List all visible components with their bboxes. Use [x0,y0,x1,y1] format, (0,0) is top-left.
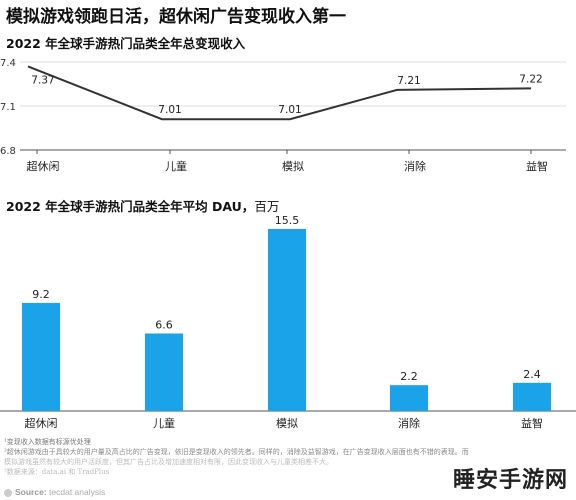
line-y-tick-label: 7.4 [0,58,16,69]
line-data-label: 7.01 [158,104,181,116]
source-logo-icon [4,489,12,497]
line-chart: 7.4 7.1 6.8 超休闲 儿童 模拟 消除 益智 7.37 7.01 7.01 7.21 7.22 [0,58,566,173]
bar-chart: 9.2 超休闲 6.6 儿童 15.5 模拟 2.2 消除 2.4 益智 [0,214,576,430]
site-watermark: 睡安手游网 [450,462,570,494]
line-y-tick-label: 7.1 [0,102,16,113]
source-label: Source: [15,487,47,497]
bar [268,229,306,411]
line-data-label: 7.21 [397,75,420,87]
bar-x-tick-label: 消除 [398,416,420,430]
bar [513,382,551,411]
line-chart-title: 2022 年全球手游热门品类全年总变现收入 [6,36,246,51]
bar-x-tick-label: 益智 [521,416,543,430]
source-line: Source: tecdat analysis [15,487,105,497]
bar-x-tick-label: 模拟 [276,416,298,430]
bar [390,385,428,411]
bar-x-tick-label: 超休闲 [25,416,58,430]
bar-x-tick-label: 儿童 [153,416,175,430]
footnote-3: ³数据来源：data.ai 和 TradPlus [4,468,110,476]
line-data-label: 7.37 [31,74,54,86]
line-data-label: 7.22 [519,73,542,85]
bar-data-label: 2.4 [523,368,541,381]
line-x-tick-label: 模拟 [282,159,304,173]
line-x-tick-label: 超休闲 [27,159,60,173]
bar-chart-unit: 百万 [254,199,280,214]
footnote-2-continued: 模拟游戏虽然有较大的用户活跃度，但其广告占比及增加速度相对有限，因此变现收入与儿… [4,458,333,466]
source-text: tecdat analysis [49,487,106,497]
bar-data-label: 15.5 [275,214,300,227]
page-headline: 模拟游戏领跑日活，超休闲广告变现收入第一 [6,7,346,27]
line-series [27,65,532,121]
footnote-2: ²超休闲游戏由于具较大的用户量及高占比的广告变现，依旧是变现收入的领先者。同样的… [4,448,469,456]
footnote-1: ¹变现收入数据有标源优处理 [4,438,91,446]
bar-data-label: 2.2 [400,370,418,383]
line-x-tick-label: 儿童 [165,159,187,173]
bar [22,302,60,411]
bar-chart-title: 2022 年全球手游热门品类全年平均 DAU，百万 [6,196,279,215]
line-x-tick-label: 益智 [526,159,548,173]
line-y-tick-label: 6.8 [0,146,16,157]
bar-data-label: 6.6 [155,319,173,332]
bar [145,333,183,411]
bar-data-label: 9.2 [32,288,50,301]
line-x-tick-label: 消除 [404,159,426,173]
line-data-label: 7.01 [278,104,301,116]
bar-chart-title-text: 2022 年全球手游热门品类全年平均 DAU， [6,199,255,214]
footnotes: ¹变现收入数据有标源优处理 ²超休闲游戏由于具较大的用户量及高占比的广告变现，依… [4,437,574,477]
